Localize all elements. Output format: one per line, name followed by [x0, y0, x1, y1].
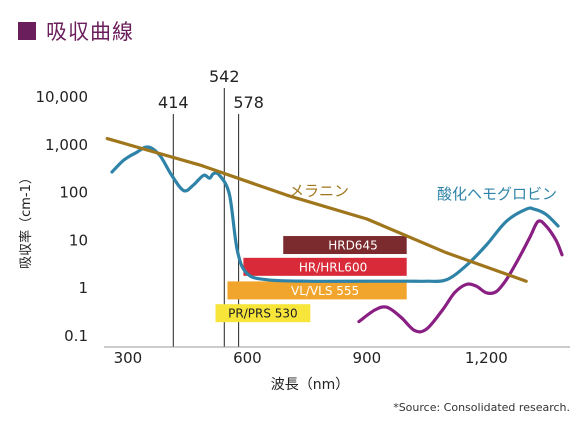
band-bar	[215, 304, 311, 323]
band-bar	[243, 257, 407, 276]
series-curve-2	[357, 219, 564, 334]
peak-label-578: 578	[233, 93, 264, 112]
x-tick-label: 300	[114, 349, 143, 367]
chart-title: 吸収曲線	[46, 20, 134, 44]
y-tick-label: 10	[69, 231, 88, 249]
peak-label-414: 414	[158, 93, 189, 112]
axes: 10,000 1,000 100 10 1 0.1 300 600 900 1,200	[36, 88, 570, 367]
absorption-curves	[105, 137, 564, 334]
band-3: PR/PRS 530	[215, 304, 311, 323]
band-bar	[227, 281, 407, 300]
laser-bands: HRD645 HR/HRL600 VL/VLS 555 PR/PRS 530	[215, 236, 407, 323]
band-label: HR/HRL600	[299, 260, 367, 274]
band-2: VL/VLS 555	[227, 281, 407, 300]
x-tick-label: 1,200	[465, 349, 508, 367]
chart-title-bar: 吸収曲線	[18, 14, 134, 48]
peak-lines: 414 542 578	[158, 67, 264, 347]
band-label: VL/VLS 555	[291, 284, 359, 298]
y-tick-label: 0.1	[64, 327, 88, 345]
peak-label-542: 542	[209, 67, 240, 86]
y-axis-label: 吸収率（cm-1）	[18, 171, 34, 269]
y-tick-label: 100	[59, 184, 88, 202]
source-note: *Source: Consolidated research.	[393, 401, 570, 414]
band-label: HRD645	[328, 239, 378, 253]
x-tick-label: 900	[353, 349, 382, 367]
title-square-icon	[18, 22, 36, 40]
series-curve-0	[105, 137, 528, 283]
series-label-melanin: メラニン	[289, 182, 349, 200]
band-label: PR/PRS 530	[228, 307, 298, 321]
y-tick-label: 1,000	[45, 136, 88, 154]
x-tick-label: 600	[233, 349, 262, 367]
x-axis-label: 波長（nm）	[271, 377, 350, 393]
series-label-oxyhemoglobin: 酸化ヘモグロビン	[437, 185, 557, 203]
series-curve-1	[110, 145, 560, 283]
band-bar	[283, 236, 407, 255]
curve-labels: メラニン 酸化ヘモグロビン	[289, 182, 557, 203]
band-0: HRD645	[283, 236, 407, 255]
y-tick-label: 10,000	[36, 88, 89, 106]
y-tick-label: 1	[78, 279, 88, 297]
band-1: HR/HRL600	[243, 257, 407, 276]
